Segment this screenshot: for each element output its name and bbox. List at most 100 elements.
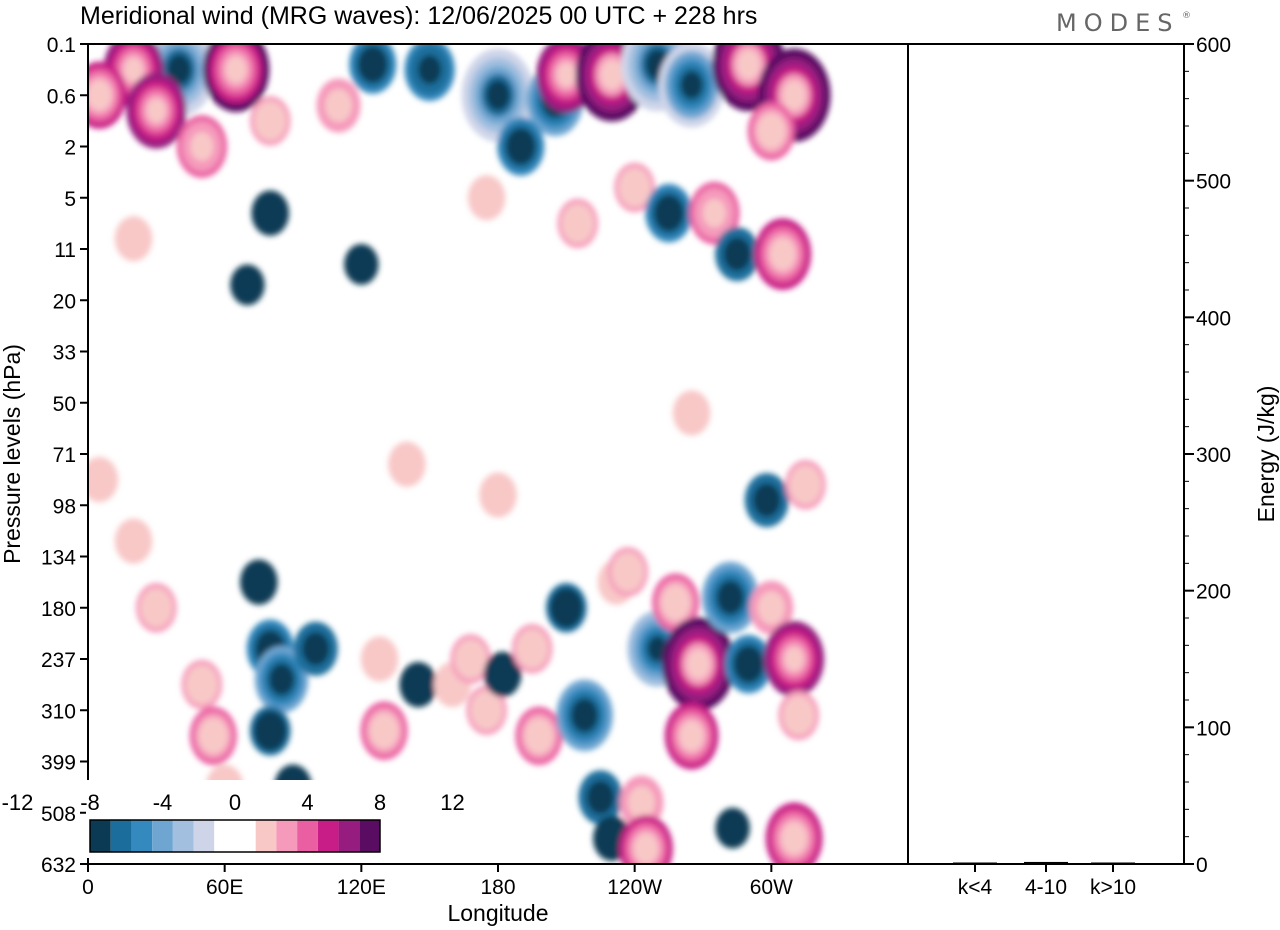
colorbar-label: -4 (153, 790, 173, 815)
field-cell (545, 582, 587, 633)
field-cell (88, 61, 127, 129)
field-contour (786, 85, 802, 105)
y-axis-label: Pressure levels (hPa) (0, 344, 25, 564)
field-contour (364, 640, 395, 678)
field-cell (202, 44, 270, 113)
x-tick-label: 0 (82, 876, 94, 899)
field-contour (631, 790, 652, 815)
field-cell (404, 44, 455, 102)
energy-bar (1091, 862, 1135, 864)
field-contour (90, 84, 108, 107)
field-cell (249, 705, 291, 756)
field-contour (565, 207, 591, 239)
field-cell (360, 636, 399, 682)
field-contour (118, 523, 149, 560)
y-tick-label: 0.1 (47, 34, 76, 57)
energy-axis-label: Energy (J/kg) (1253, 386, 1279, 523)
field-contour (344, 243, 379, 285)
field-cell (466, 685, 508, 736)
field-cell (511, 623, 553, 674)
field-contour (146, 98, 166, 123)
field-cell (114, 518, 153, 564)
field-contour (490, 85, 506, 105)
field-contour (784, 646, 804, 672)
x-tick-label: 120W (607, 876, 662, 899)
field-contour (773, 242, 792, 266)
field-cell (249, 96, 291, 146)
field-contour (691, 654, 706, 674)
field-contour (189, 669, 215, 701)
colorbar-label: 12 (440, 790, 464, 815)
field-contour (604, 65, 620, 85)
field-contour (715, 807, 750, 849)
colorbar-swatch (235, 820, 256, 852)
y-tick-label: 399 (41, 752, 76, 775)
field-cell (479, 472, 517, 518)
field-contour (509, 133, 532, 160)
field-contour (556, 62, 576, 87)
colorbar-swatch (131, 820, 153, 852)
field-contour (243, 564, 274, 601)
field-cell (662, 617, 735, 711)
x-tick-label: 120E (337, 876, 386, 899)
field-contour (418, 55, 442, 85)
field-cell (254, 645, 309, 714)
y-tick-label: 20 (53, 290, 76, 313)
field-contour (230, 264, 265, 306)
field-cell (619, 775, 664, 830)
field-cell (689, 181, 740, 245)
colorbar: -12 -8 -4 0 4 8 12 (2, 780, 465, 858)
field-contour (761, 595, 782, 621)
brand-mark: ® (1182, 11, 1191, 21)
colorbar-swatch (172, 820, 194, 852)
field-cell (778, 690, 820, 741)
field-contour (785, 826, 804, 850)
field-contour (361, 51, 384, 78)
field-cell (557, 198, 599, 249)
field-contour (225, 56, 247, 84)
field-contour (202, 722, 225, 750)
field-contour (487, 656, 518, 693)
x-tick-label: 60W (750, 876, 793, 899)
field-cell (764, 621, 825, 697)
field-contour (553, 592, 579, 624)
field-contour (257, 105, 283, 137)
colorbar-swatch (255, 820, 277, 852)
field-contour (741, 55, 756, 74)
field-contour (615, 556, 641, 588)
field-contour (482, 476, 514, 514)
field-cell (658, 44, 725, 128)
field-cell (399, 662, 438, 708)
x-tick-label: 180 (480, 876, 515, 899)
energy-tick-label: 600 (1196, 34, 1231, 57)
field-contour (683, 725, 701, 747)
field-contour (680, 71, 703, 99)
field-cell (556, 679, 613, 752)
colorbar-swatch (276, 820, 298, 852)
field-cell (251, 190, 290, 236)
energy-category-label: k>10 (1090, 876, 1136, 899)
field-cell (607, 547, 649, 597)
field-cell (360, 701, 408, 760)
y-tick-label: 0.6 (47, 85, 76, 108)
modes-logo: MODES ® (1056, 9, 1191, 37)
field-contour (590, 784, 611, 810)
field-cell (240, 559, 278, 605)
colorbar-swatch (152, 820, 173, 852)
field-contour (328, 93, 349, 118)
energy-bar (1024, 861, 1068, 864)
y-tick-label: 310 (41, 700, 76, 723)
field-contour (143, 592, 169, 624)
colorbar-label: 0 (229, 790, 241, 815)
energy-bars: k<4 4-10 k>10 (953, 861, 1136, 899)
y-tick-label: 180 (41, 598, 76, 621)
field-cell (515, 706, 563, 766)
field-cell (344, 243, 379, 285)
field-contour (721, 586, 740, 609)
field-cell (135, 582, 177, 633)
field-contour (403, 666, 434, 703)
wind-field (88, 44, 908, 864)
field-cell (765, 802, 823, 864)
field-cell (715, 227, 760, 282)
field-cell (388, 441, 426, 487)
